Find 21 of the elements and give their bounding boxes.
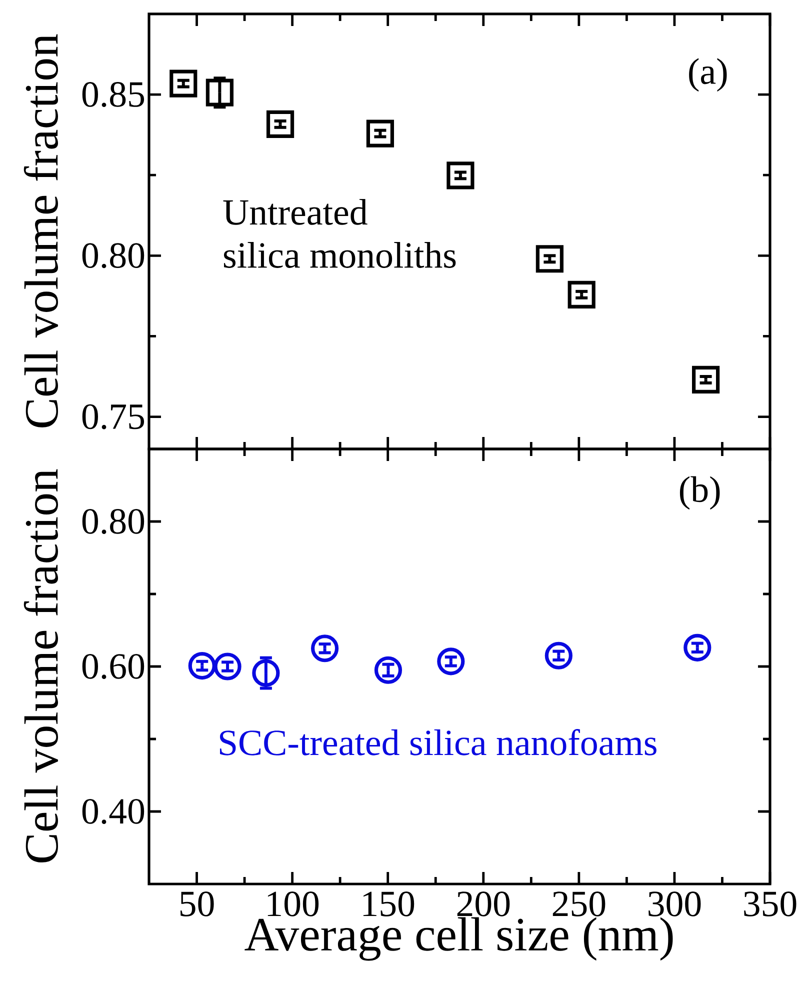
x-tick-label: 150: [363, 892, 414, 916]
annotation: SCC-treated silica nanofoams: [220, 729, 656, 756]
y-axis-title: Cell volume fraction: [24, 469, 58, 862]
y-tick-label: 0.75: [82, 404, 144, 430]
annotation: Untreated: [223, 198, 368, 225]
x-tick-label: 300: [648, 892, 701, 916]
x-tick-label: 50: [180, 892, 214, 916]
y-tick-label: 0.85: [82, 82, 144, 108]
x-tick-label: 350: [744, 892, 796, 916]
annotation: silica monoliths: [224, 242, 456, 268]
y-tick-label: 0.80: [82, 508, 144, 534]
annotation: (b): [680, 476, 720, 510]
y-tick-label: 0.40: [82, 798, 144, 824]
y-tick-label: 0.60: [82, 654, 144, 680]
y-axis-title: Cell volume fraction: [24, 34, 58, 428]
x-tick-label: 250: [552, 892, 606, 916]
y-tick-label: 0.80: [82, 243, 144, 268]
x-tick-label: 100: [268, 892, 319, 916]
annotation: (a): [689, 58, 727, 92]
x-axis-title: Average cell size (nm): [244, 917, 673, 961]
x-tick-label: 200: [457, 892, 510, 916]
